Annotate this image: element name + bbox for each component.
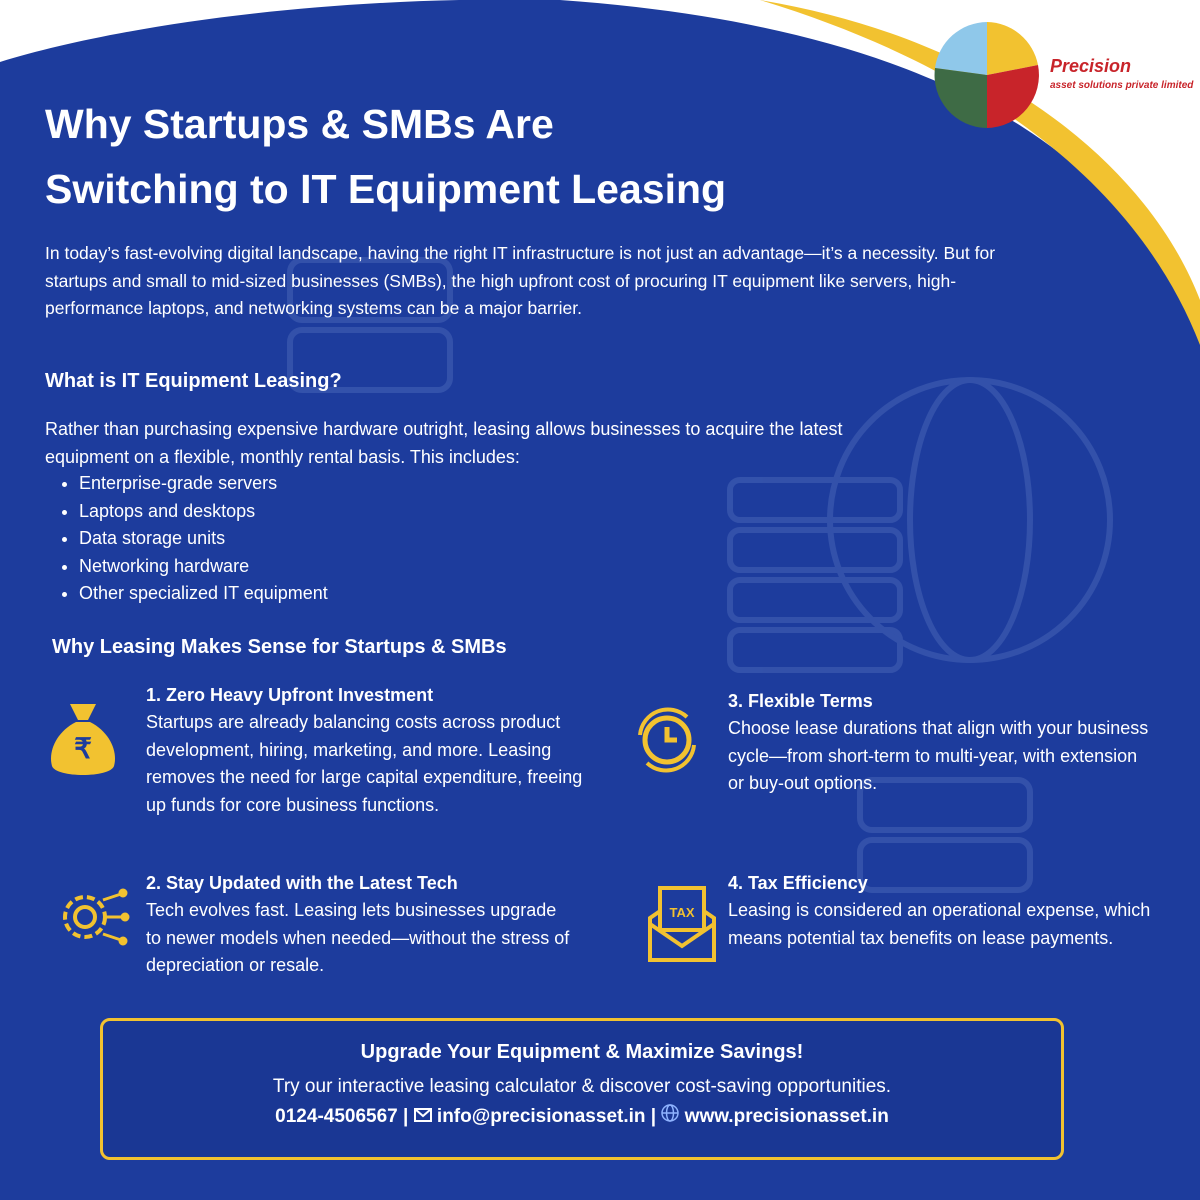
- list-item: Other specialized IT equipment: [79, 580, 328, 608]
- icon-text: TAX: [669, 905, 694, 920]
- icon-text: ₹: [74, 733, 92, 764]
- globe-icon: [661, 1104, 680, 1122]
- benefit-title: 3. Flexible Terms: [728, 691, 873, 711]
- separator: |: [650, 1106, 657, 1127]
- benefit: 1. Zero Heavy Upfront Investment Startup…: [146, 682, 606, 819]
- benefit-text: Choose lease durations that align with y…: [728, 718, 1149, 793]
- cta-heading: Upgrade Your Equipment & Maximize Saving…: [360, 1041, 804, 1063]
- money-bag-icon: ₹: [51, 704, 115, 775]
- benefit-title: 2. Stay Updated with the Latest Tech: [146, 873, 458, 893]
- logo-name: Precision: [1050, 56, 1131, 76]
- list: Enterprise-grade serversLaptops and desk…: [45, 470, 328, 608]
- benefit: 3. Flexible Terms Choose lease durations…: [728, 688, 1158, 798]
- paragraph: Rather than purchasing expensive hardwar…: [45, 419, 843, 467]
- list-item: Laptops and desktops: [79, 498, 328, 526]
- benefit: 4. Tax Efficiency Leasing is considered …: [728, 870, 1158, 952]
- benefit-text: Leasing is considered an operational exp…: [728, 900, 1151, 948]
- benefit: 2. Stay Updated with the Latest Tech Tec…: [146, 870, 576, 980]
- logo-tagline: asset solutions private limited: [1050, 80, 1194, 91]
- separator: |: [403, 1106, 409, 1127]
- cta-box: Upgrade Your Equipment & Maximize Saving…: [100, 1018, 1064, 1160]
- clock-icon: [638, 707, 696, 773]
- tax-icon: TAX: [648, 886, 716, 962]
- list-item: Enterprise-grade servers: [79, 470, 328, 498]
- benefit-text: Tech evolves fast. Leasing lets business…: [146, 900, 570, 975]
- tech-icon: [63, 888, 130, 946]
- list-item: Networking hardware: [79, 553, 328, 581]
- list-item: Data storage units: [79, 525, 328, 553]
- benefit-title: 1. Zero Heavy Upfront Investment: [146, 685, 434, 705]
- heading: What is IT Equipment Leasing?: [45, 370, 342, 392]
- cta-text: Try our interactive leasing calculator &…: [272, 1076, 892, 1097]
- website[interactable]: www.precisionasset.in: [684, 1106, 889, 1127]
- heading: Why Leasing Makes Sense for Startups & S…: [52, 636, 507, 658]
- title-line: Why Startups & SMBs Are: [45, 101, 554, 147]
- logo: Precision asset solutions private limite…: [934, 22, 1194, 128]
- benefit-title: 4. Tax Efficiency: [728, 873, 868, 893]
- title-line: Switching to IT Equipment Leasing: [45, 166, 727, 212]
- contact-line: 0124-4506567 | info@precisionasset.in | …: [103, 1104, 1061, 1128]
- mail-icon: [413, 1108, 432, 1122]
- phone[interactable]: 0124-4506567: [275, 1106, 398, 1127]
- email[interactable]: info@precisionasset.in: [436, 1106, 646, 1127]
- benefit-text: Startups are already balancing costs acr…: [146, 712, 583, 815]
- title: Why Startups & SMBs Are Switching to IT …: [45, 92, 726, 222]
- intro: In today’s fast-evolving digital landsca…: [45, 243, 996, 318]
